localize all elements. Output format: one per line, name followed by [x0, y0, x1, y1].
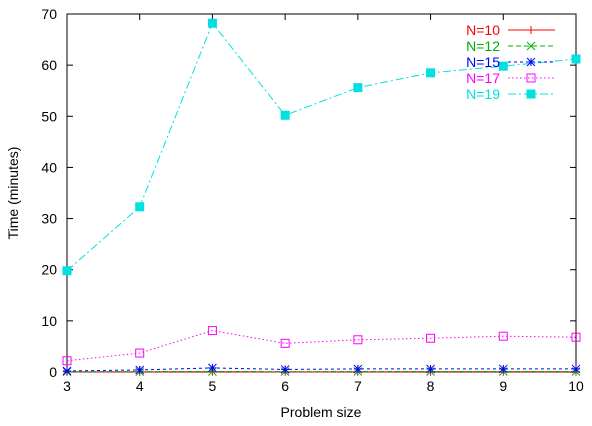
y-tick-label: 30: [41, 211, 57, 227]
data-point: [353, 335, 363, 345]
data-point: [426, 364, 435, 374]
y-tick-label: 50: [41, 108, 57, 124]
legend-item: N=10: [466, 22, 555, 38]
legend-marker: [526, 57, 536, 67]
y-tick-label: 60: [41, 57, 57, 73]
data-point: [135, 348, 145, 358]
y-axis-title: Time (minutes): [5, 147, 21, 240]
legend-marker: [526, 41, 536, 51]
legend-item: N=17: [466, 70, 555, 86]
data-point: [62, 266, 72, 276]
data-point: [62, 366, 72, 376]
data-point: [571, 332, 581, 342]
legend-label: N=15: [466, 54, 500, 70]
data-point: [280, 365, 290, 374]
data-point: [280, 338, 290, 348]
x-tick-label: 10: [568, 378, 584, 394]
x-tick-label: 7: [354, 378, 362, 394]
y-tick-label: 40: [41, 159, 57, 175]
series-n-17: [62, 326, 581, 366]
y-tick-label: 20: [41, 262, 57, 278]
data-point: [207, 326, 217, 336]
legend-label: N=17: [466, 70, 500, 86]
series-layer: [62, 18, 581, 377]
legend-label: N=19: [466, 86, 500, 102]
legend-marker: [526, 73, 536, 83]
legend-marker: [527, 26, 535, 34]
data-point: [426, 68, 436, 78]
x-tick-label: 9: [499, 378, 507, 394]
series-n-15: [62, 363, 581, 376]
x-tick-label: 6: [281, 378, 289, 394]
x-axis-title: Problem size: [281, 404, 362, 420]
legend-item: N=12: [466, 38, 555, 54]
y-tick-label: 70: [41, 6, 57, 22]
data-point: [62, 356, 72, 366]
series-line: [66, 330, 577, 362]
data-point: [426, 333, 436, 343]
x-tick-label: 4: [136, 378, 144, 394]
y-tick-label: 0: [49, 364, 57, 380]
data-point: [498, 364, 508, 374]
series-line: [66, 22, 577, 272]
y-tick-label: 10: [41, 313, 57, 329]
data-point: [571, 364, 581, 374]
legend-label: N=12: [466, 38, 500, 54]
legend-item: N=15: [466, 54, 555, 70]
data-point: [280, 110, 290, 120]
data-point: [353, 83, 363, 93]
data-point: [207, 18, 217, 28]
data-point: [208, 363, 217, 373]
legend: N=10N=12N=15N=17N=19: [466, 22, 555, 102]
data-point: [498, 331, 508, 341]
x-tick-label: 5: [209, 378, 217, 394]
data-point: [498, 61, 508, 71]
legend-marker: [526, 89, 536, 99]
legend-label: N=10: [466, 22, 500, 38]
x-tick-label: 8: [427, 378, 435, 394]
data-point: [135, 202, 145, 212]
series-n-19: [62, 18, 581, 276]
legend-item: N=19: [466, 86, 555, 102]
x-tick-label: 3: [63, 378, 71, 394]
data-point: [135, 365, 145, 375]
data-point: [571, 54, 581, 64]
series-line: [66, 367, 576, 372]
data-point: [353, 364, 363, 374]
